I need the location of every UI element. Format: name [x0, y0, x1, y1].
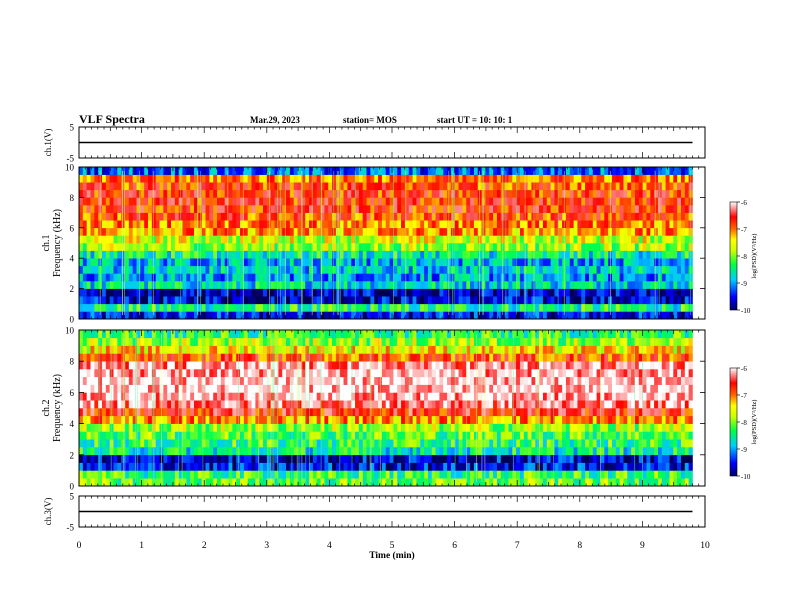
x-tick-label: 7	[515, 541, 520, 551]
spectrogram-image	[78, 330, 693, 487]
colorbar-tick-label: -6	[741, 365, 747, 373]
y-tick-label: 4	[70, 419, 75, 429]
colorbar-gradient	[729, 201, 738, 311]
y-tick-label: 5	[70, 492, 75, 502]
x-tick-label: 5	[390, 541, 395, 551]
y-tick-label: -5	[67, 523, 75, 533]
station-label: station= MOS	[343, 115, 397, 125]
spectrogram-image	[79, 167, 693, 320]
colorbar-tick-label: -8	[741, 253, 747, 261]
y-tick-label: -5	[67, 154, 75, 164]
colorbar-tick-label: -7	[741, 392, 747, 400]
start-time-label: start UT = 10: 10: 1	[437, 115, 513, 125]
colorbar-gradient	[729, 367, 738, 477]
y-tick-label: 0	[70, 482, 75, 492]
y-tick-label: 10	[65, 163, 75, 173]
figure-title: VLF Spectra	[79, 112, 145, 126]
x-tick-label: 1	[139, 541, 144, 551]
x-tick-label: 6	[452, 541, 457, 551]
x-tick-label: 2	[202, 541, 207, 551]
y-tick-label: 0	[70, 315, 75, 325]
y-tick-label: 10	[65, 326, 75, 336]
y-tick-label: 8	[70, 357, 75, 367]
ch1-colorbar: -6 -7 -8 -9 -10 log(PSD)(V²/Hz)	[729, 199, 758, 315]
colorbar-label: log(PSD)(V²/Hz)	[751, 234, 758, 279]
y-tick-label: 2	[70, 450, 75, 460]
y-tick-label: 6	[70, 223, 75, 233]
colorbar-tick-label: -10	[741, 307, 751, 315]
x-tick-label: 9	[640, 541, 645, 551]
date-label: Mar.29, 2023	[250, 115, 300, 125]
y-tick-label: 6	[70, 388, 75, 398]
ch2-colorbar: -6 -7 -8 -9 -10 log(PSD)(V²/Hz)	[729, 365, 758, 481]
ch1-waveform-panel: 5 -5 ch.1(V)	[43, 123, 706, 164]
y-axis-label: ch.1Frequency (kHz)	[41, 209, 63, 277]
x-tick-label: 0	[77, 541, 82, 551]
y-tick-label: 5	[70, 123, 75, 133]
x-tick-label: 10	[700, 541, 710, 551]
y-tick-label: 2	[70, 284, 75, 294]
colorbar-tick-label: -7	[741, 226, 747, 234]
ch3-waveform-panel: 5 -5 ch.3(V)	[43, 492, 706, 533]
colorbar-tick-label: -10	[741, 473, 751, 481]
y-axis-label: ch.1(V)	[43, 129, 53, 157]
ch1-spectrogram-panel: 0 2 4 6 8 10 ch.1Frequency (kHz)	[41, 163, 706, 325]
x-tick-label: 3	[264, 541, 269, 551]
colorbar-tick-label: -9	[741, 446, 747, 454]
y-axis-label: ch.2Frequency (kHz)	[41, 374, 63, 442]
time-axis: 0 1 2 3 4 5 6 7 8 9 10 Time (min)	[77, 541, 710, 561]
x-axis-label: Time (min)	[369, 550, 414, 561]
colorbar-tick-label: -6	[741, 199, 747, 207]
colorbar-tick-label: -8	[741, 419, 747, 427]
colorbar-tick-label: -9	[741, 280, 747, 288]
x-tick-label: 4	[327, 541, 332, 551]
ch2-spectrogram-panel: 0 2 4 6 8 10 ch.2Frequency (kHz)	[41, 326, 706, 492]
colorbar-label: log(PSD)(V²/Hz)	[751, 400, 758, 445]
y-axis-label: ch.3(V)	[43, 498, 53, 526]
x-tick-label: 8	[577, 541, 582, 551]
y-tick-label: 8	[70, 193, 75, 203]
y-tick-label: 4	[70, 254, 75, 264]
